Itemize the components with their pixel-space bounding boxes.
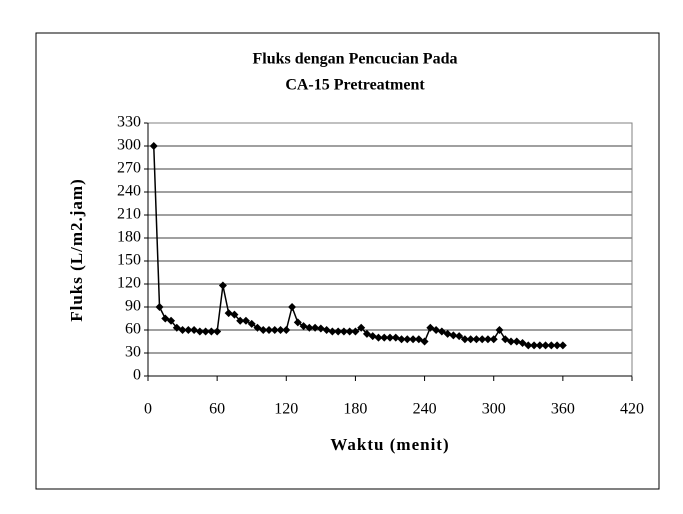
y-tick-label: 0: [133, 367, 141, 384]
y-tick-label: 330: [117, 114, 141, 131]
data-point: [501, 335, 510, 344]
y-tick-label: 60: [125, 321, 141, 338]
data-point: [362, 329, 371, 338]
x-tick-label: 240: [413, 401, 437, 418]
data-point: [311, 323, 320, 332]
data-point: [483, 335, 492, 344]
data-point: [293, 318, 302, 327]
data-point: [265, 326, 273, 334]
data-point: [155, 303, 164, 311]
data-point: [288, 303, 297, 311]
y-tick-label: 240: [117, 183, 141, 200]
data-point: [357, 323, 366, 332]
y-tick-label: 180: [117, 229, 141, 246]
data-point: [172, 323, 181, 332]
data-point: [403, 335, 412, 344]
data-point: [334, 327, 343, 336]
data-point: [351, 327, 360, 336]
y-tick-label: 90: [125, 298, 141, 315]
data-point: [478, 335, 487, 344]
data-point: [449, 331, 458, 340]
data-point: [455, 332, 464, 341]
data-point: [443, 329, 452, 338]
data-point: [507, 337, 515, 346]
data-point: [184, 326, 193, 334]
data-point: [437, 327, 446, 336]
x-tick-label: 180: [343, 401, 367, 418]
data-point: [518, 339, 527, 348]
y-tick-label: 300: [117, 137, 141, 154]
data-point: [380, 333, 389, 342]
data-point: [201, 327, 210, 336]
data-point: [247, 319, 256, 328]
data-point: [305, 323, 314, 332]
data-point: [495, 326, 504, 334]
data-point: [489, 335, 498, 344]
x-tick-label: 420: [620, 401, 644, 418]
data-point: [553, 341, 562, 350]
data-point: [460, 335, 469, 344]
data-point: [316, 324, 325, 333]
data-point: [236, 316, 245, 325]
data-point: [524, 341, 533, 350]
data-point: [328, 327, 337, 336]
data-point: [420, 337, 429, 346]
data-point: [414, 335, 423, 344]
y-tick-label: 270: [117, 160, 141, 177]
data-point: [339, 327, 348, 336]
y-tick-label: 120: [117, 275, 141, 292]
x-tick-label: 300: [482, 401, 506, 418]
data-point: [541, 341, 550, 350]
data-point: [253, 323, 262, 332]
y-tick-label: 150: [117, 252, 141, 269]
chart-title: CA-15 Pretreatment: [285, 77, 425, 94]
data-point: [299, 322, 308, 331]
data-point: [345, 327, 354, 336]
data-point: [368, 332, 377, 341]
data-point: [432, 326, 441, 334]
data-point: [190, 326, 199, 334]
data-point: [535, 341, 544, 350]
data-point: [178, 326, 187, 334]
y-tick-label: 30: [125, 344, 141, 361]
data-point: [230, 310, 239, 319]
data-point: [426, 323, 435, 332]
x-axis-title: Waktu (menit): [330, 435, 449, 454]
data-point: [276, 326, 285, 334]
data-point: [466, 335, 475, 344]
x-tick-label: 60: [209, 401, 225, 418]
data-point: [547, 341, 556, 350]
data-point: [167, 316, 176, 325]
y-tick-label: 210: [117, 206, 141, 223]
x-tick-label: 120: [274, 401, 298, 418]
data-point: [322, 326, 331, 334]
data-point: [195, 327, 204, 336]
data-point: [218, 281, 227, 290]
x-tick-label: 0: [144, 401, 152, 418]
chart-title: Fluks dengan Pencucian Pada: [253, 51, 458, 68]
x-tick-label: 360: [551, 401, 575, 418]
y-axis-title: Fluks (L/m2.jam): [67, 178, 86, 322]
data-point: [241, 316, 250, 325]
data-point: [161, 314, 170, 323]
data-point: [259, 326, 268, 334]
data-point: [391, 333, 400, 342]
data-point: [282, 326, 291, 334]
data-point: [512, 337, 521, 346]
data-point: [530, 341, 539, 350]
data-point: [409, 335, 418, 344]
data-point: [270, 326, 279, 334]
data-point: [386, 333, 394, 342]
data-point: [397, 335, 406, 344]
data-point: [213, 327, 222, 336]
data-point: [374, 333, 383, 342]
data-point: [207, 327, 216, 336]
data-point: [558, 341, 567, 350]
data-point: [472, 335, 481, 344]
data-point: [224, 309, 233, 318]
data-point: [149, 142, 158, 150]
